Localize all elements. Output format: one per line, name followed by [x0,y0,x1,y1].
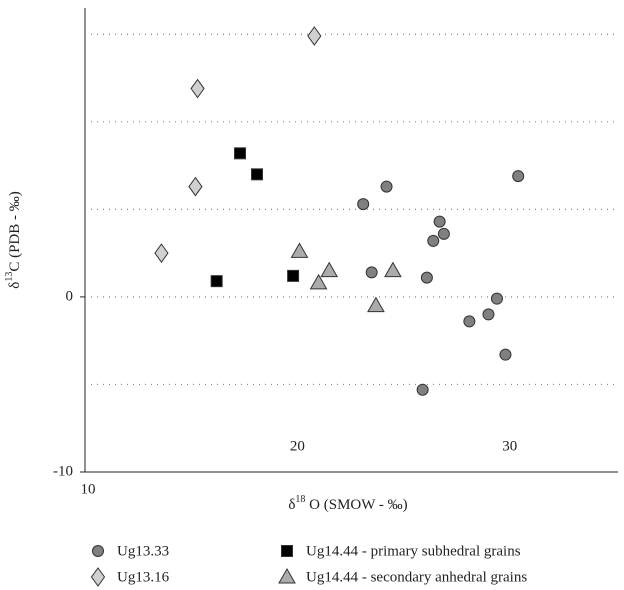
point [365,266,378,279]
legend-label: Ug14.44 - primary subhedral grains [306,543,521,559]
x-label-rest: O (SMOW - ‰) [305,497,407,513]
point [357,198,370,211]
x-tick-label: 10 [81,481,96,497]
legend-label: Ug13.33 [117,543,169,559]
x-label-sup: 18 [295,494,305,505]
point [320,261,339,278]
point [512,170,525,183]
point [437,227,450,240]
point [384,261,402,278]
point [154,243,169,263]
point [210,275,223,288]
y-label-rest: C (PDB - ‰) [7,191,23,271]
point [490,292,503,305]
point [251,168,264,181]
x-tick-label: 30 [502,438,517,454]
point [367,296,385,313]
point [433,215,446,228]
point [380,180,393,193]
legend-marker [90,567,106,587]
point [499,348,512,361]
point [234,147,247,160]
point [420,271,433,284]
legend-marker [92,545,104,557]
point [427,234,440,247]
y-label-prefix: δ [7,282,23,289]
legend-marker [281,545,293,557]
point [463,315,476,328]
legend-marker [278,567,296,584]
x-axis-label: δ18 O (SMOW - ‰) [288,494,407,513]
point [309,273,328,290]
y-axis-label: δ13C (PDB - ‰) [4,191,23,289]
point [482,308,495,321]
x-tick-label: 20 [290,438,305,454]
point [307,26,322,46]
point [287,269,300,282]
point [290,242,309,258]
y-label-sup: 13 [4,272,15,282]
point [416,383,429,396]
y-tick-label: 0 [66,288,74,304]
y-tick-label: -10 [53,463,73,479]
x-label-prefix: δ [288,497,295,513]
point [188,176,203,197]
legend-label: Ug14.44 - secondary anhedral grains [306,569,527,585]
point [190,78,205,99]
legend-label: Ug13.16 [117,569,170,585]
